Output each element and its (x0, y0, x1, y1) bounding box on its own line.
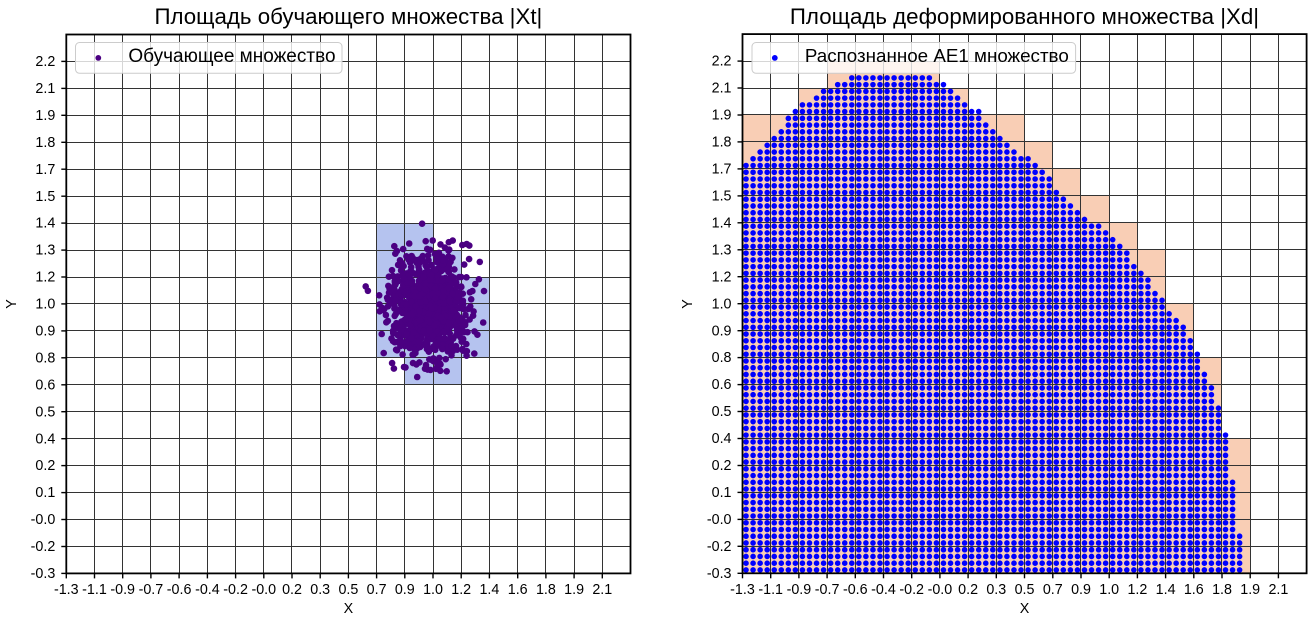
svg-text:0.7: 0.7 (367, 582, 387, 598)
svg-text:1.5: 1.5 (712, 189, 732, 205)
svg-text:Площадь обучающего множества |: Площадь обучающего множества |Xt| (154, 4, 542, 29)
svg-text:0.7: 0.7 (1043, 582, 1063, 598)
svg-text:2.1: 2.1 (35, 81, 55, 97)
svg-text:0.1: 0.1 (712, 485, 732, 501)
svg-text:1.8: 1.8 (536, 582, 556, 598)
svg-text:2.2: 2.2 (35, 54, 55, 70)
svg-text:0.3: 0.3 (986, 582, 1006, 598)
svg-text:1.8: 1.8 (35, 135, 55, 151)
svg-text:-1.3: -1.3 (54, 582, 79, 598)
svg-text:1.9: 1.9 (712, 108, 732, 124)
svg-text:-0.2: -0.2 (223, 582, 248, 598)
svg-text:-0.0: -0.0 (251, 582, 276, 598)
svg-text:1.5: 1.5 (35, 189, 55, 205)
svg-text:-0.3: -0.3 (707, 566, 732, 582)
svg-text:-0.2: -0.2 (899, 582, 924, 598)
svg-text:1.7: 1.7 (712, 162, 732, 178)
svg-text:0.6: 0.6 (35, 377, 55, 393)
svg-text:-0.6: -0.6 (167, 582, 192, 598)
svg-text:0.9: 0.9 (712, 323, 732, 339)
svg-text:1.0: 1.0 (1099, 582, 1119, 598)
svg-text:1.3: 1.3 (35, 243, 55, 259)
svg-text:0.9: 0.9 (35, 324, 55, 340)
svg-text:1.4: 1.4 (712, 215, 732, 231)
svg-text:2.1: 2.1 (712, 81, 732, 97)
svg-text:1.9: 1.9 (35, 108, 55, 124)
svg-text:1.3: 1.3 (712, 242, 732, 258)
svg-text:-1.1: -1.1 (758, 582, 783, 598)
svg-text:1.9: 1.9 (1240, 582, 1260, 598)
svg-text:2.1: 2.1 (1268, 582, 1288, 598)
svg-text:-0.2: -0.2 (31, 539, 56, 555)
svg-text:1.0: 1.0 (712, 296, 732, 312)
svg-text:1.8: 1.8 (712, 135, 732, 151)
svg-text:0.5: 0.5 (712, 404, 732, 420)
svg-text:1.4: 1.4 (1156, 582, 1176, 598)
svg-text:1.2: 1.2 (35, 270, 55, 286)
svg-text:-0.0: -0.0 (928, 582, 953, 598)
svg-text:Площадь деформированного множе: Площадь деформированного множества |Xd| (790, 4, 1259, 29)
svg-text:Обучающее множество: Обучающее множество (128, 46, 335, 67)
svg-text:0.1: 0.1 (35, 485, 55, 501)
svg-text:Распознанное AE1 множество: Распознанное AE1 множество (805, 45, 1069, 66)
svg-text:Y: Y (680, 299, 696, 309)
svg-text:0.9: 0.9 (1071, 582, 1091, 598)
svg-text:-0.4: -0.4 (195, 582, 220, 598)
svg-text:X: X (1020, 601, 1030, 617)
svg-text:-0.9: -0.9 (110, 582, 135, 598)
svg-text:0.5: 0.5 (35, 404, 55, 420)
svg-text:-1.3: -1.3 (730, 582, 755, 598)
svg-text:1.0: 1.0 (423, 582, 443, 598)
svg-text:-0.7: -0.7 (139, 582, 164, 598)
svg-text:0.4: 0.4 (712, 431, 732, 447)
svg-text:0.2: 0.2 (282, 582, 302, 598)
svg-text:0.8: 0.8 (712, 350, 732, 366)
svg-text:0.5: 0.5 (1015, 582, 1035, 598)
svg-text:1.2: 1.2 (712, 269, 732, 285)
svg-text:X: X (344, 601, 354, 617)
svg-text:0.6: 0.6 (712, 377, 732, 393)
svg-text:0.4: 0.4 (35, 431, 55, 447)
svg-text:1.6: 1.6 (1184, 582, 1204, 598)
svg-text:0.8: 0.8 (35, 350, 55, 366)
svg-text:Y: Y (4, 299, 20, 309)
svg-text:0.2: 0.2 (712, 458, 732, 474)
svg-text:1.8: 1.8 (1212, 582, 1232, 598)
svg-text:1.2: 1.2 (1127, 582, 1147, 598)
svg-text:1.4: 1.4 (35, 216, 55, 232)
svg-text:-0.3: -0.3 (31, 566, 56, 582)
svg-text:1.9: 1.9 (564, 582, 584, 598)
svg-text:-0.2: -0.2 (707, 539, 732, 555)
svg-text:0.2: 0.2 (958, 582, 978, 598)
svg-text:2.1: 2.1 (592, 582, 612, 598)
svg-text:-0.9: -0.9 (787, 582, 812, 598)
svg-text:-0.0: -0.0 (707, 512, 732, 528)
svg-text:0.2: 0.2 (35, 458, 55, 474)
svg-text:1.6: 1.6 (508, 582, 528, 598)
svg-text:2.2: 2.2 (712, 54, 732, 70)
svg-text:0.9: 0.9 (395, 582, 415, 598)
svg-text:1.0: 1.0 (35, 297, 55, 313)
svg-text:1.2: 1.2 (451, 582, 471, 598)
svg-text:0.5: 0.5 (338, 582, 358, 598)
svg-text:0.3: 0.3 (310, 582, 330, 598)
svg-text:-1.1: -1.1 (82, 582, 107, 598)
svg-text:-0.0: -0.0 (31, 512, 56, 528)
svg-text:-0.7: -0.7 (815, 582, 840, 598)
svg-text:1.7: 1.7 (35, 162, 55, 178)
svg-text:-0.6: -0.6 (843, 582, 868, 598)
svg-text:-0.4: -0.4 (871, 582, 896, 598)
svg-text:1.4: 1.4 (479, 582, 499, 598)
